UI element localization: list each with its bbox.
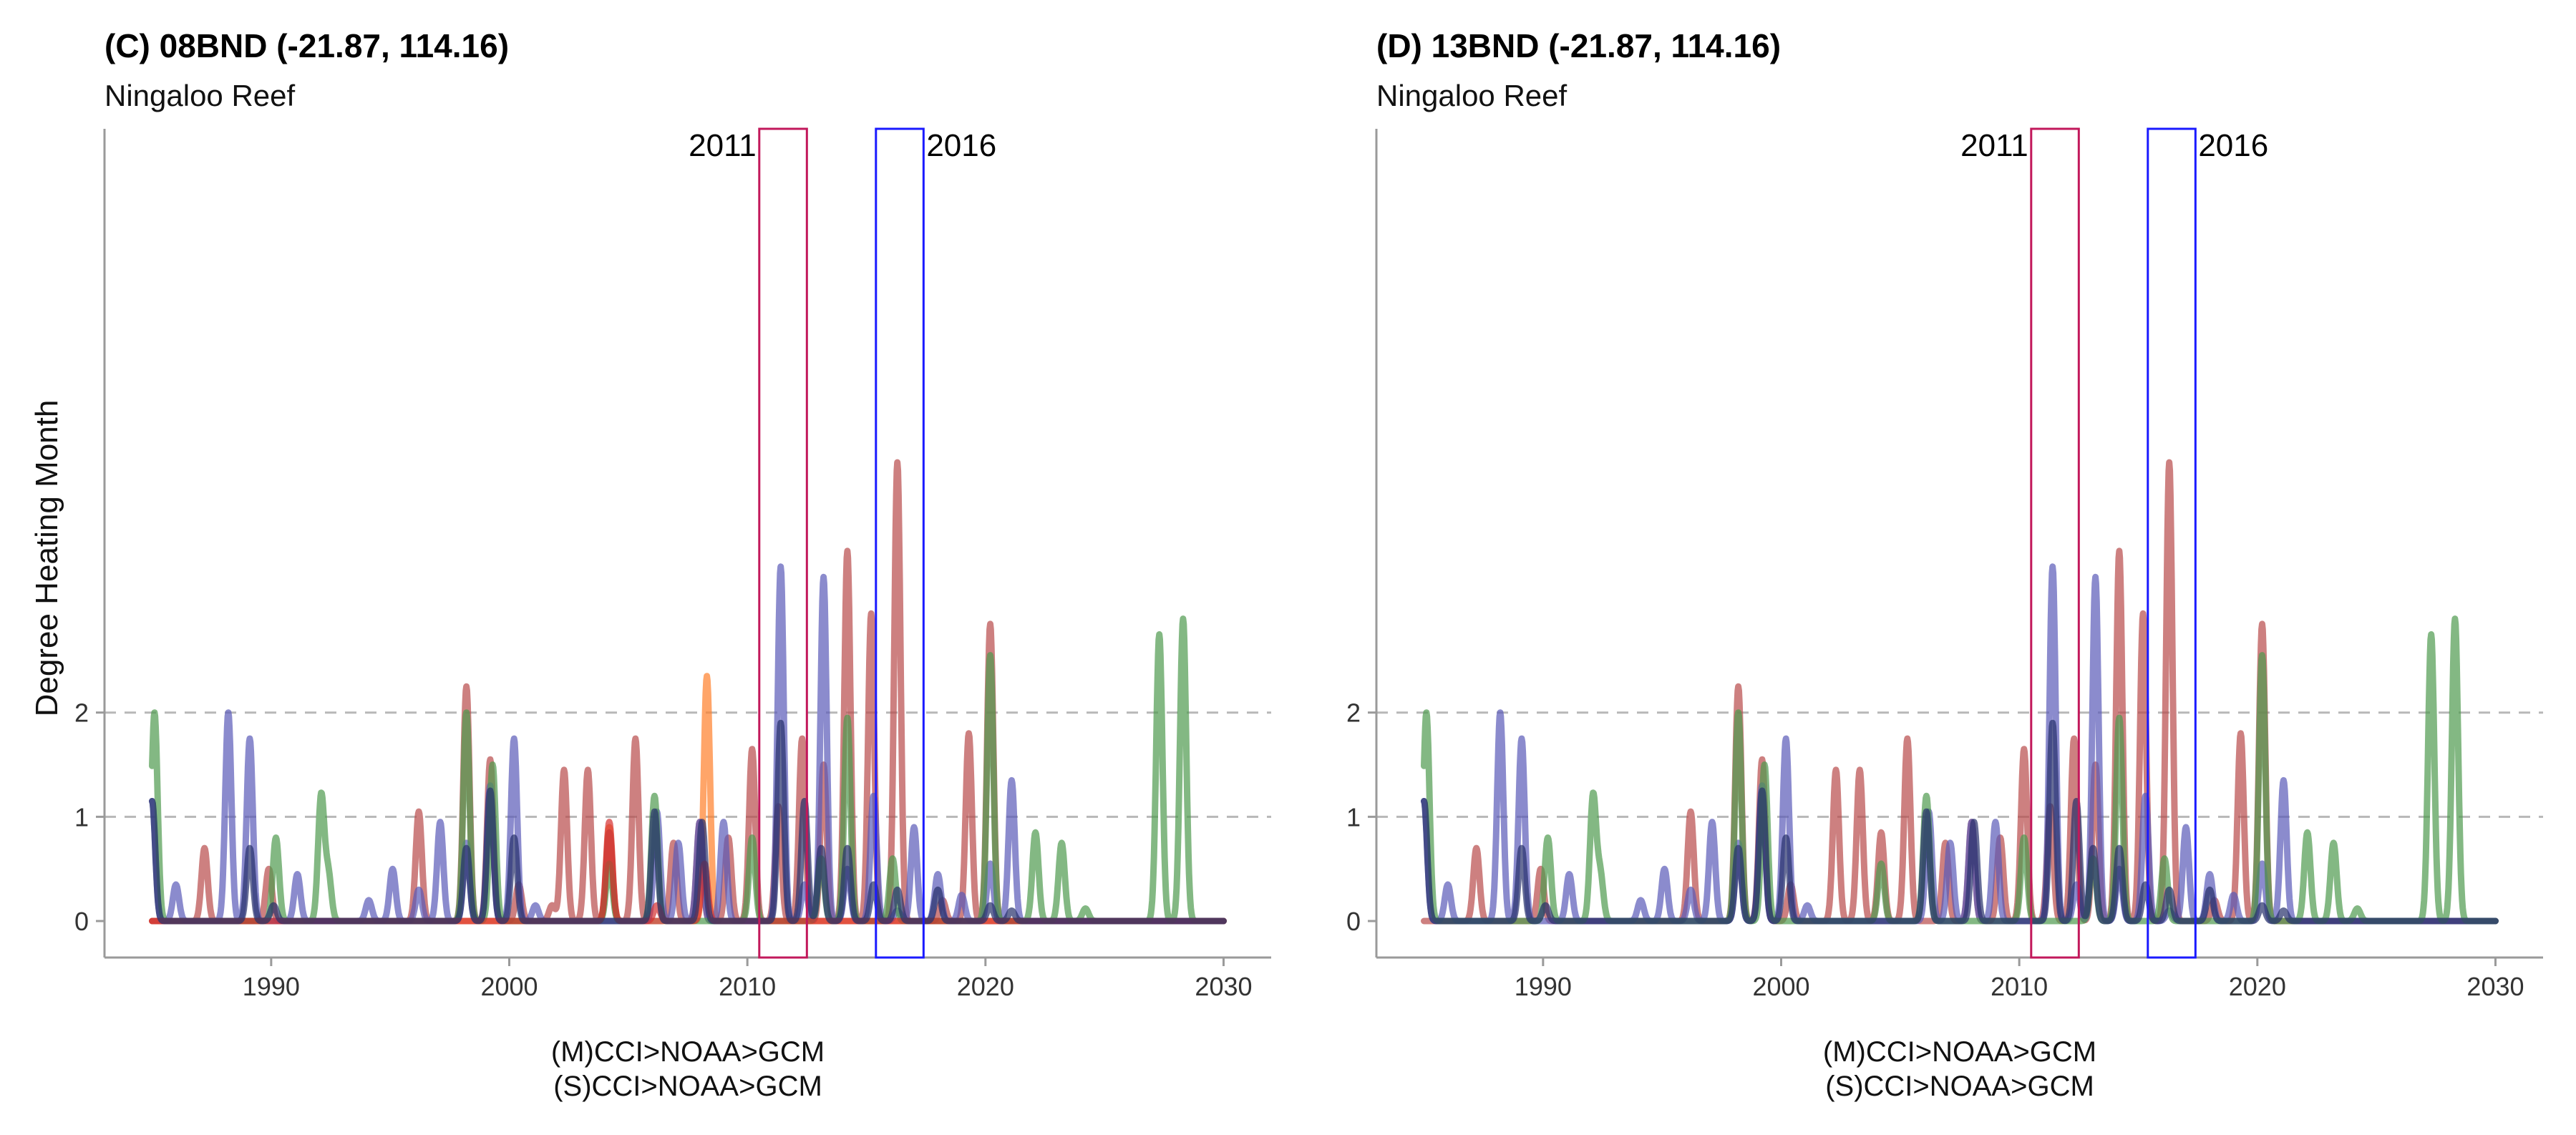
event-window-label: 2011: [1960, 128, 2028, 163]
y-tick-label: 1: [1346, 802, 1361, 832]
panel-c: (C) 08BND (-21.87, 114.16) Ningaloo Reef 0…: [74, 27, 1271, 1102]
x-tick-label: 1990: [243, 972, 300, 1001]
event-window-2016: [2147, 127, 2197, 959]
series-line-3: [1421, 615, 2499, 925]
series-line-6: [149, 719, 1227, 925]
x-tick-label: 2010: [1991, 972, 2048, 1001]
x-tick-label: 2030: [2466, 972, 2524, 1001]
x-tick-label: 2020: [2229, 972, 2286, 1001]
x-tick-label: 2000: [480, 972, 538, 1001]
chart-title: (C) 08BND (-21.87, 114.16): [105, 27, 509, 64]
x-axis-caption-line: (M)CCI>NOAA>GCM: [551, 1036, 825, 1068]
x-tick-label: 2020: [957, 972, 1014, 1001]
chart-subtitle: Ningaloo Reef: [1376, 79, 1568, 112]
x-tick-label: 2030: [1195, 972, 1252, 1001]
y-axis-label: Degree Heating Month: [29, 400, 64, 717]
x-tick-label: 2010: [719, 972, 776, 1001]
x-axis-caption-line: (S)CCI>NOAA>GCM: [553, 1071, 822, 1102]
event-window-2016: [875, 127, 925, 959]
event-window-label: 2016: [2198, 128, 2268, 163]
y-tick-label: 0: [1346, 907, 1361, 936]
y-tick-label: 1: [74, 802, 89, 832]
event-window-2011: [758, 127, 808, 959]
y-tick-label: 2: [74, 698, 89, 728]
y-tick-label: 2: [1346, 698, 1361, 728]
panel-d: (D) 13BND (-21.87, 114.16) Ningaloo Reef 0…: [1346, 27, 2543, 1102]
chart-title: (D) 13BND (-21.87, 114.16): [1376, 27, 1781, 64]
series-line-4: [149, 615, 1227, 925]
y-tick-label: 0: [74, 907, 89, 936]
series-line-4: [1421, 719, 2499, 925]
x-axis-caption-line: (M)CCI>NOAA>GCM: [1823, 1036, 2096, 1068]
event-window-label: 2016: [926, 128, 996, 163]
x-tick-label: 1990: [1515, 972, 1572, 1001]
x-axis-caption-line: (S)CCI>NOAA>GCM: [1825, 1071, 2094, 1102]
event-window-2011: [2030, 127, 2080, 959]
event-window-label: 2011: [689, 128, 757, 163]
chart-subtitle: Ningaloo Reef: [105, 79, 296, 112]
x-tick-label: 2000: [1752, 972, 1809, 1001]
